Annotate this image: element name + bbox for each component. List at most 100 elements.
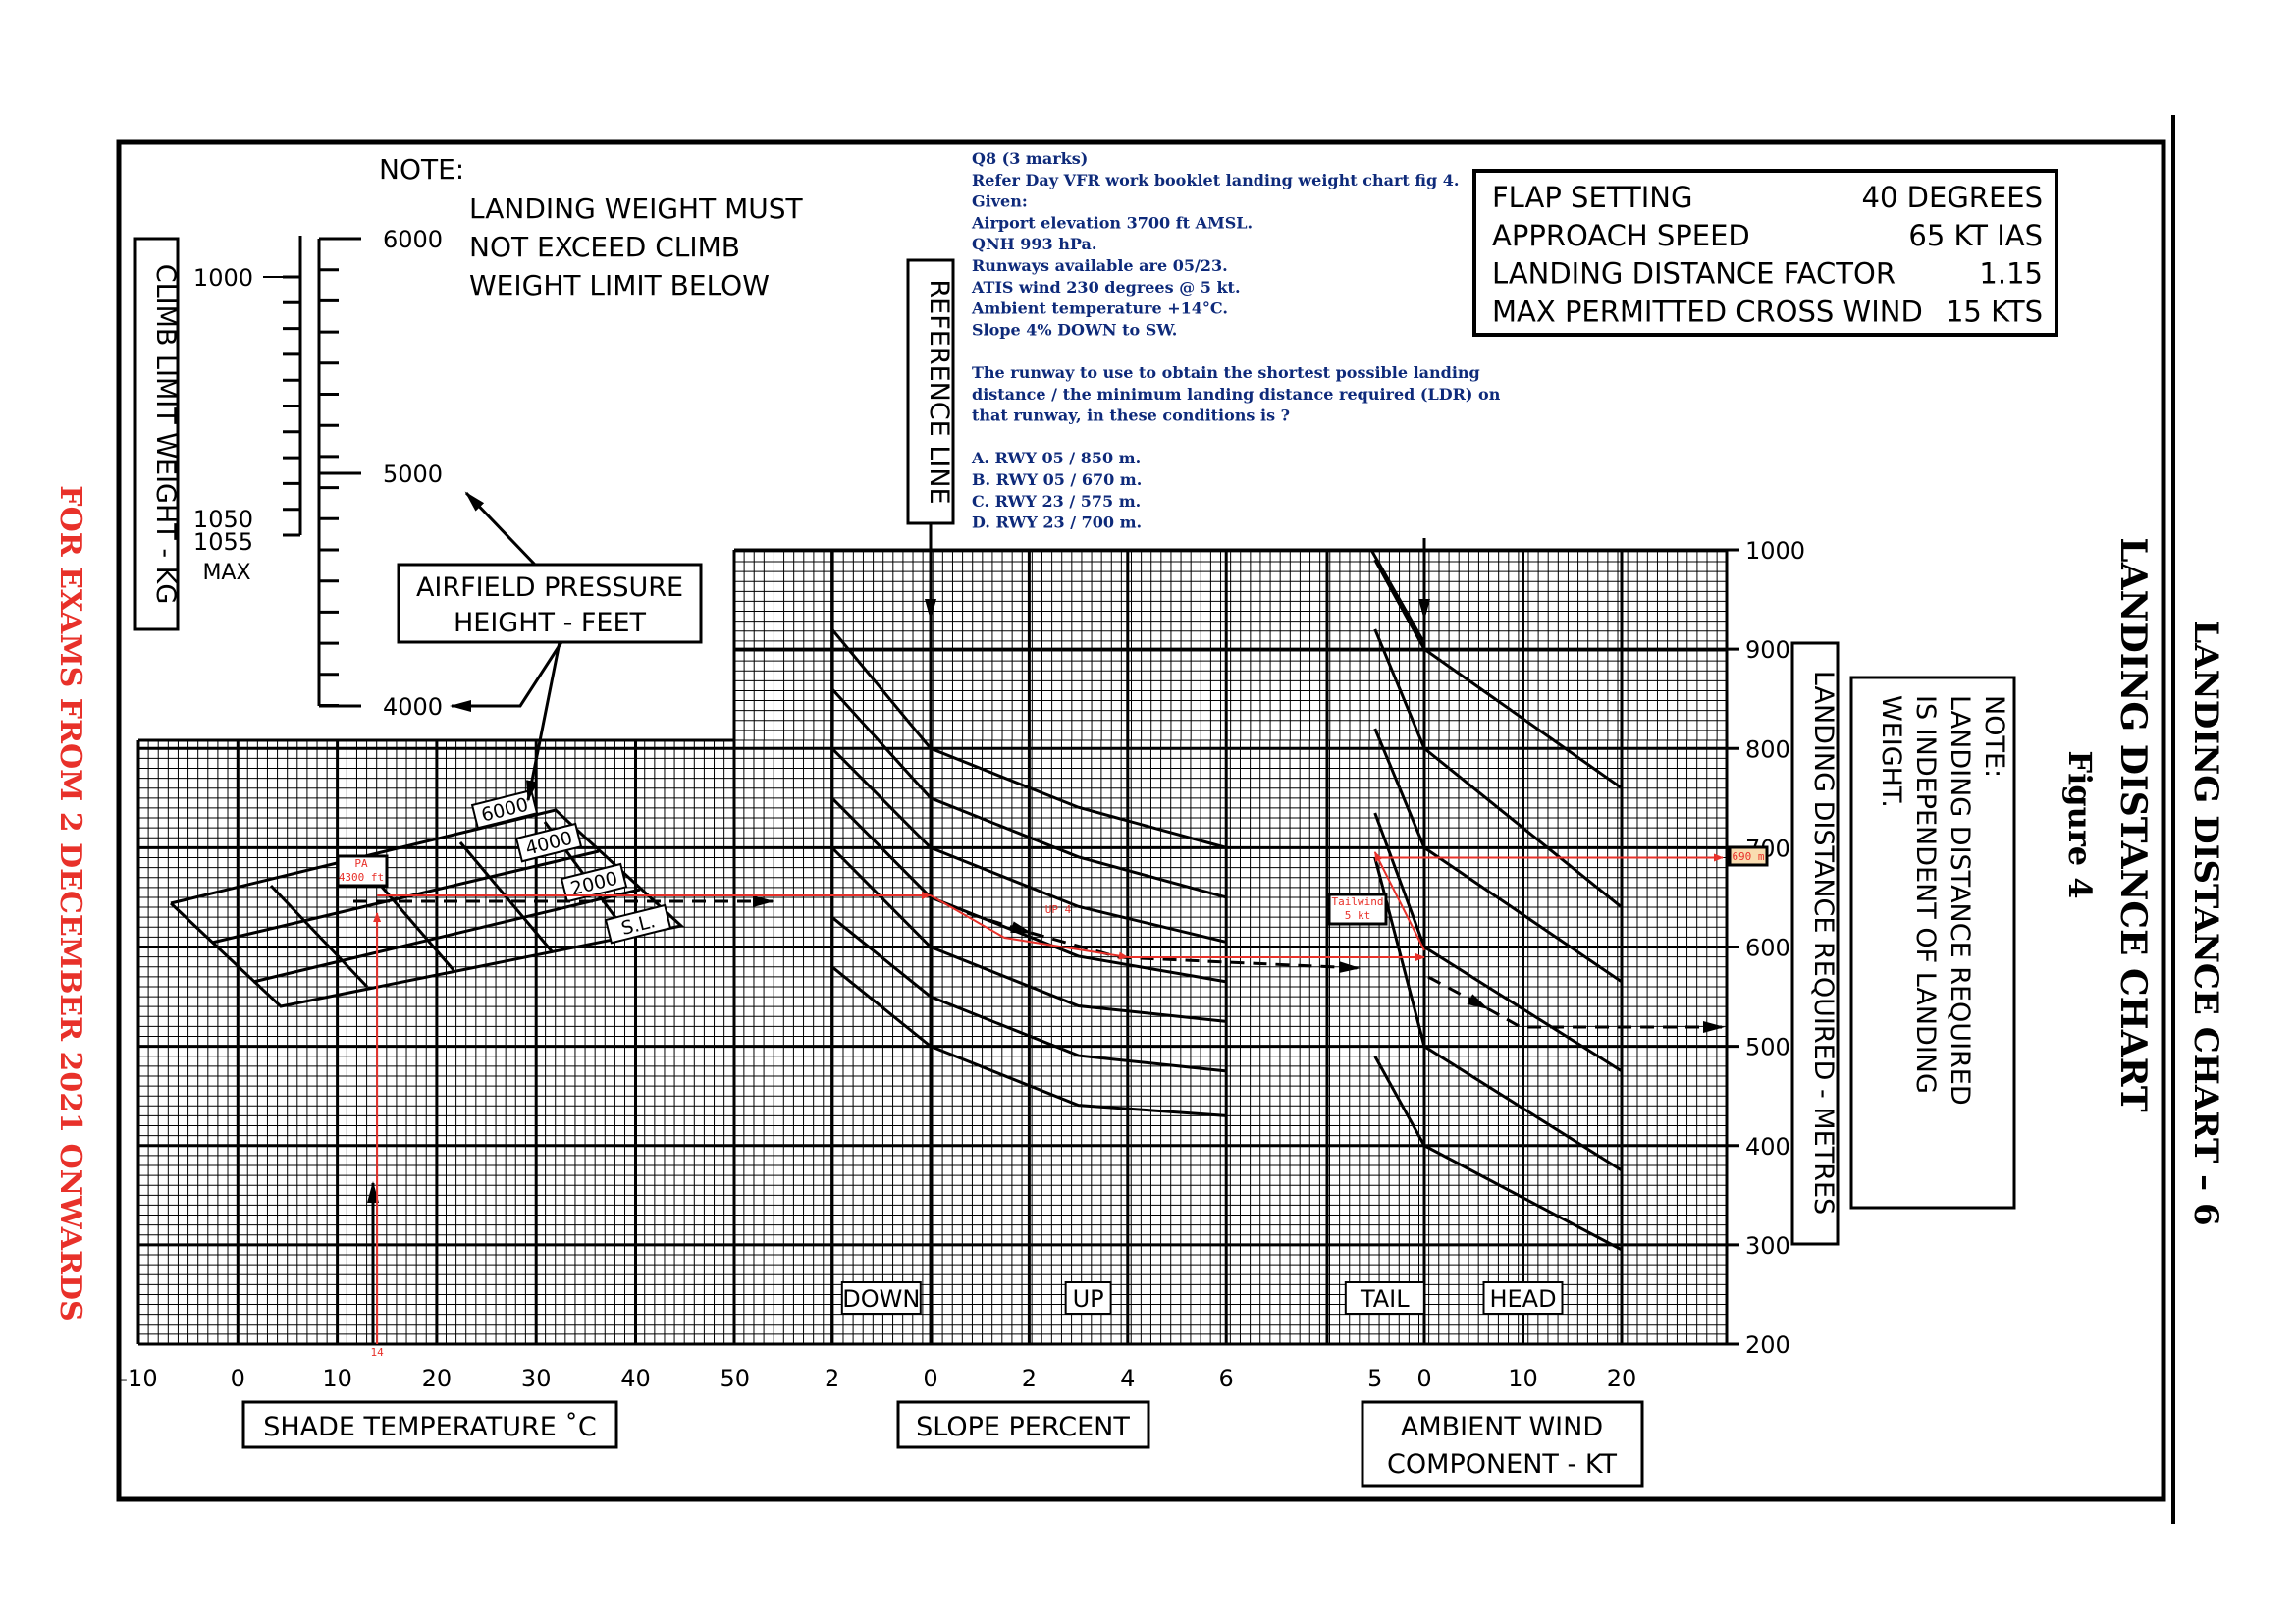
pressure-arrow-3 xyxy=(526,641,561,802)
info-row-label: MAX PERMITTED CROSS WIND xyxy=(1492,295,1923,328)
y-tick-label: 200 xyxy=(1745,1331,1790,1359)
slope-curve xyxy=(830,915,1227,1073)
slope-curve xyxy=(830,687,1227,899)
side-label: LANDING DISTANCE CHART – 6 xyxy=(2186,620,2225,1225)
note-top-line: LANDING WEIGHT MUST xyxy=(469,192,804,225)
side-note-box xyxy=(1849,676,2016,1210)
ph-tick-label-6000: 6000 xyxy=(383,226,443,253)
info-row-value: 15 KTS xyxy=(1946,295,2043,328)
y-tick-label: 800 xyxy=(1745,735,1790,763)
wind-axis-label-2: COMPONENT - KT xyxy=(1387,1449,1617,1480)
note-top-line: WEIGHT LIMIT BELOW xyxy=(469,269,770,301)
temp-tick-label: 30 xyxy=(521,1365,552,1392)
tail-label: TAIL xyxy=(1360,1285,1410,1313)
question-line: QNH 993 hPa. xyxy=(972,235,1096,253)
y-tick-label: 600 xyxy=(1745,935,1790,962)
max-label: MAX xyxy=(202,561,250,585)
question-line: A. RWY 05 / 850 m. xyxy=(971,449,1141,467)
wind-curve xyxy=(1373,1056,1623,1252)
question-line: Refer Day VFR work booklet landing weigh… xyxy=(972,171,1459,189)
temp-axis-box xyxy=(241,1400,618,1449)
slope-curve xyxy=(830,846,1227,1023)
head-label-box xyxy=(1482,1281,1564,1315)
temp-tick-label: 40 xyxy=(620,1365,651,1392)
question-line: The runway to use to obtain the shortest… xyxy=(972,363,1480,382)
example-path xyxy=(353,895,1725,1344)
question-line: that runway, in these conditions is ? xyxy=(972,406,1290,425)
slope-tick-label: 4 xyxy=(1120,1365,1135,1392)
info-table-box xyxy=(1472,169,2058,337)
example-dash-5 xyxy=(1486,1006,1725,1033)
wind-curve-top xyxy=(1369,549,1426,644)
y-tick-label: 500 xyxy=(1745,1034,1790,1061)
reference-line-box xyxy=(906,258,955,525)
wind-curve xyxy=(1373,628,1623,909)
ph-tick-label-5000: 5000 xyxy=(383,460,443,488)
y-tick-label: 400 xyxy=(1745,1133,1790,1161)
question-line: Slope 4% DOWN to SW. xyxy=(972,320,1177,339)
question-line: D. RWY 23 / 700 m. xyxy=(972,514,1142,532)
wind-axis-box xyxy=(1361,1400,1644,1488)
info-row-value: 65 KT IAS xyxy=(1908,219,2043,252)
pressure-label-2: HEIGHT - FEET xyxy=(454,608,647,638)
question-line: B. RWY 05 / 670 m. xyxy=(972,470,1142,489)
ldr-axis-box xyxy=(1790,641,1840,1246)
wind-curve xyxy=(1373,857,1623,1172)
down-label: DOWN xyxy=(842,1285,920,1313)
ph-label-box xyxy=(560,862,628,903)
pa-line xyxy=(211,849,600,945)
side-note-line: LANDING DISTANCE REQUIRED xyxy=(1945,695,1975,1106)
pressure-label-1: AIRFIELD PRESSURE xyxy=(416,572,683,603)
question-line: Airport elevation 3700 ft AMSL. xyxy=(971,213,1253,232)
side-note-line: NOTE: xyxy=(1979,695,2009,778)
exam-notice: FOR EXAMS FROM 2 DECEMBER 2021 ONWARDS xyxy=(53,485,87,1321)
question-line: Q8 (3 marks) xyxy=(972,149,1088,168)
weight-tick-1055: 1055 xyxy=(193,528,253,556)
example-dash-4 xyxy=(1427,975,1489,1010)
y-tick-label: 300 xyxy=(1745,1232,1790,1260)
down-label-box xyxy=(840,1281,922,1315)
y-tick-label: 1000 xyxy=(1745,537,1805,565)
wind-tick-label: 0 xyxy=(1416,1365,1431,1392)
result-annotation: 690 m xyxy=(1732,850,1764,863)
temp-annotation: 14 xyxy=(370,1346,384,1359)
side-note-line: WEIGHT. xyxy=(1876,695,1906,808)
y-tick-label: 900 xyxy=(1745,636,1790,664)
question-line: distance / the minimum landing distance … xyxy=(972,385,1501,404)
slope-curve xyxy=(830,965,1227,1117)
outer-frame xyxy=(116,139,2166,1502)
reference-line-label: REFERENCE LINE xyxy=(924,279,954,504)
wind-curve xyxy=(1373,728,1623,984)
wind-curve xyxy=(1373,559,1623,789)
temp-axis-label: SHADE TEMPERATURE ˚C xyxy=(263,1412,597,1442)
pa-line xyxy=(252,888,641,984)
up-label-box xyxy=(1064,1281,1112,1315)
question-line: C. RWY 23 / 575 m. xyxy=(972,492,1141,511)
slope-tick-label: 6 xyxy=(1219,1365,1234,1392)
pressure-label-box xyxy=(397,563,703,644)
climb-label-box xyxy=(133,237,180,631)
info-row-label: APPROACH SPEED xyxy=(1492,219,1750,252)
chart-title: LANDING DISTANCE CHART xyxy=(2112,537,2154,1112)
tailwind-annotation-2: 5 kt xyxy=(1345,909,1371,922)
solution-wind-line xyxy=(1373,851,1425,951)
pressure-arrow-1 xyxy=(464,491,537,567)
pa-annotation-2: 4300 ft xyxy=(339,871,384,884)
slope-tick-label: 2 xyxy=(825,1365,839,1392)
ph-label-box xyxy=(514,822,583,863)
weight-tick-1050: 1050 xyxy=(193,506,253,533)
ldr-axis-label: LANDING DISTANCE REQUIRED - METRES xyxy=(1808,671,1839,1215)
temp-tick-label: 0 xyxy=(231,1365,245,1392)
slope-curves xyxy=(830,627,1227,1117)
question-line: Given: xyxy=(972,192,1028,211)
wind-tick-label: 10 xyxy=(1508,1365,1538,1392)
solution-slope-line xyxy=(930,894,1129,960)
wind-tick-label: 20 xyxy=(1607,1365,1637,1392)
ph-tick-label-4000: 4000 xyxy=(383,693,443,721)
temp-tick-label: 10 xyxy=(322,1365,352,1392)
slope-axis-box xyxy=(896,1400,1150,1449)
slope-curve xyxy=(830,796,1227,984)
slope-tick-label: 2 xyxy=(1022,1365,1037,1392)
